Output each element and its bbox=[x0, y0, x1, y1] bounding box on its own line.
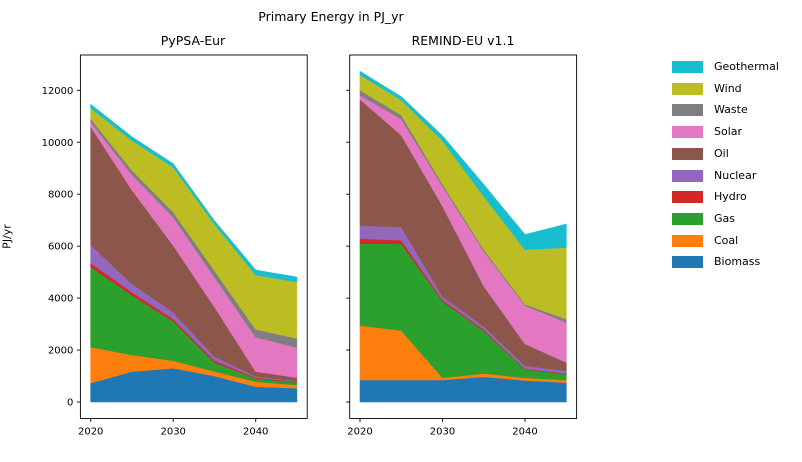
legend-item-solar: Solar bbox=[672, 125, 779, 139]
axes-box bbox=[349, 54, 578, 419]
y-tick-label: 6000 bbox=[48, 242, 73, 253]
y-tick-label: 0 bbox=[67, 398, 73, 409]
legend-label: Biomass bbox=[714, 255, 761, 269]
legend-item-coal: Coal bbox=[672, 233, 779, 247]
legend-swatch-solar bbox=[672, 126, 703, 139]
legend-label: Gas bbox=[714, 211, 735, 225]
legend-label: Wind bbox=[714, 81, 742, 95]
area-geothermal-remind bbox=[359, 71, 567, 250]
figure-title: Primary Energy in PJ_yr bbox=[258, 9, 404, 24]
subplot-title-pypsa-eur: PyPSA-Eur bbox=[160, 33, 226, 48]
legend-item-nuclear: Nuclear bbox=[672, 168, 779, 182]
legend-label: Geothermal bbox=[714, 60, 779, 74]
legend-item-geothermal: Geothermal bbox=[672, 60, 779, 74]
area-geothermal-pypsa bbox=[90, 104, 298, 283]
legend: Geothermal Wind Waste Solar Oil Nuclear Hydro G… bbox=[672, 60, 779, 269]
y-tick-label: 10000 bbox=[42, 138, 74, 149]
y-axis-label: PJ/yr bbox=[0, 224, 14, 249]
legend-swatch-waste bbox=[672, 104, 703, 117]
legend-item-waste: Waste bbox=[672, 103, 779, 117]
legend-label: Oil bbox=[714, 146, 729, 160]
x-tick-label: 2040 bbox=[243, 427, 268, 438]
legend-swatch-hydro bbox=[672, 191, 703, 204]
legend-item-hydro: Hydro bbox=[672, 190, 779, 204]
x-tick-label: 2030 bbox=[430, 427, 455, 438]
y-tick-label: 4000 bbox=[48, 294, 73, 305]
legend-item-gas: Gas bbox=[672, 211, 779, 225]
legend-item-oil: Oil bbox=[672, 146, 779, 160]
legend-label: Waste bbox=[714, 103, 748, 117]
x-tick-label: 2030 bbox=[160, 427, 185, 438]
legend-swatch-wind bbox=[672, 82, 703, 95]
legend-item-biomass: Biomass bbox=[672, 255, 779, 269]
x-tick-label: 2040 bbox=[512, 427, 537, 438]
axes-box bbox=[79, 54, 308, 419]
legend-swatch-coal bbox=[672, 234, 703, 247]
legend-label: Solar bbox=[714, 125, 743, 139]
legend-swatch-gas bbox=[672, 212, 703, 225]
subplot-title-remind-eu: REMIND-EU v1.1 bbox=[411, 33, 515, 48]
legend-swatch-nuclear bbox=[672, 169, 703, 182]
x-tick-label: 2020 bbox=[78, 427, 103, 438]
legend-swatch-biomass bbox=[672, 256, 703, 269]
x-tick-label: 2020 bbox=[347, 427, 372, 438]
y-tick-label: 8000 bbox=[48, 190, 73, 201]
legend-label: Hydro bbox=[714, 190, 747, 204]
y-tick-label: 12000 bbox=[42, 86, 74, 97]
legend-swatch-oil bbox=[672, 147, 703, 160]
legend-item-wind: Wind bbox=[672, 81, 779, 95]
legend-label: Nuclear bbox=[714, 168, 757, 182]
legend-swatch-geothermal bbox=[672, 61, 703, 74]
y-tick-label: 2000 bbox=[48, 346, 73, 357]
legend-label: Coal bbox=[714, 233, 739, 247]
